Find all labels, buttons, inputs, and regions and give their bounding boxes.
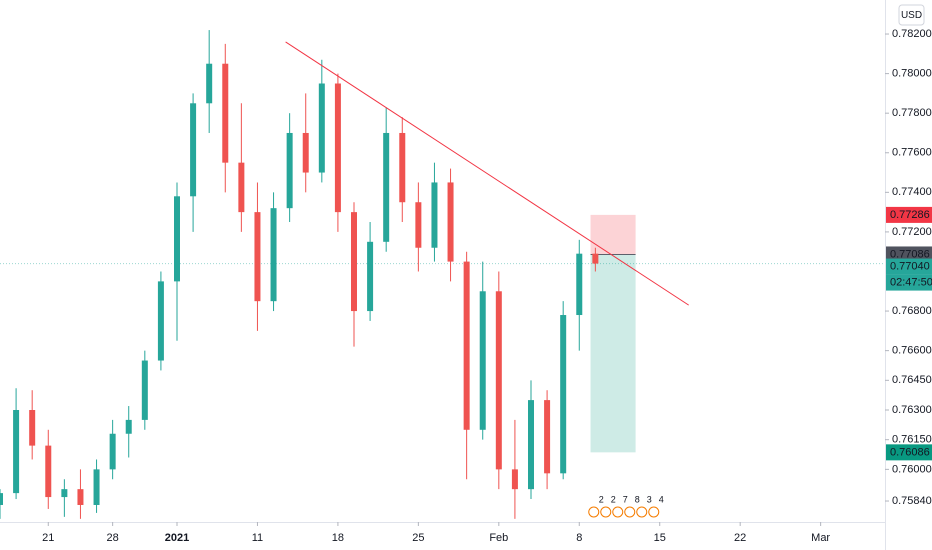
target-label: 0.76086 [890,446,930,458]
candle-body [0,493,3,505]
event-icon [600,506,612,518]
candle-body [13,410,20,494]
x-tick-label: 28 [107,532,119,544]
candle-body [238,162,245,213]
x-tick-label: Feb [489,532,508,544]
y-tick-label: 0.77600 [892,147,932,159]
y-tick-label: 0.77800 [892,107,932,119]
candle-body [334,83,341,213]
stop-zone [590,214,636,255]
candle-body [479,291,486,430]
event-count: 2 [611,494,616,504]
candle-body [560,315,567,474]
y-tick-label: 0.78000 [892,68,932,80]
y-tick-label: 0.76300 [892,404,932,416]
candle-body [254,212,261,302]
candle-body [544,400,551,474]
entry-label: 0.77086 [890,248,930,260]
event-icon [636,506,648,518]
event-count: 3 [647,494,652,504]
x-tick-label: 18 [332,532,344,544]
candle-body [29,410,36,446]
y-tick-label: 0.77200 [892,226,932,238]
candle-body [125,419,132,434]
candle-body [383,132,390,242]
currency: USD [901,10,922,21]
y-tick-label: 0.76000 [892,463,932,475]
x-tick-label: Mar [811,532,830,544]
target-label-bg [886,444,932,461]
stop-label-bg [886,206,932,223]
candle-body [399,132,406,203]
candle-body [302,132,309,173]
y-tick-label: 0.75840 [892,495,932,507]
event-icon [648,506,660,518]
candle-body [367,241,374,312]
x-tick-label: 11 [252,532,263,544]
event-icon [624,506,636,518]
candle-body [495,291,502,470]
entry-label-bg [886,246,932,263]
trendline [285,41,689,306]
candle-body [174,196,180,282]
event-icon [588,506,600,518]
candle-body [447,182,454,262]
x-tick-label: 8 [576,532,582,544]
candle-body [576,253,583,316]
candle-body [93,469,100,505]
candle-body [351,212,357,312]
candle-body [222,63,229,163]
candle-body [286,132,293,209]
currency-box[interactable] [898,4,925,26]
y-tick-label: 0.76600 [892,345,932,357]
last-price-label-bg [886,258,932,275]
event-icon [612,506,624,518]
candle-body [45,445,52,498]
x-tick-label: 21 [42,532,54,544]
y-tick-label: 0.76450 [892,374,932,386]
event-count: 7 [623,494,628,504]
countdown-bg [886,274,932,291]
candle-body [318,83,325,173]
candle-body [415,202,422,248]
target-zone [590,254,636,453]
x-tick-label: 15 [654,532,666,544]
candle-body [109,433,116,470]
y-tick-label: 0.76150 [892,434,932,446]
countdown: 02:47:50 [890,276,932,288]
candle-body [270,208,277,302]
candle-body [511,469,518,490]
x-tick-label: 25 [412,532,424,544]
candle-body [61,489,68,498]
candle-body [463,261,470,430]
candle-body [77,489,84,505]
y-tick-label: 0.77400 [892,186,932,198]
x-tick-label: 22 [734,532,746,544]
x-tick-label: 2021 [165,532,189,544]
event-count: 2 [599,494,604,504]
candle-body [592,253,599,264]
stop-label: 0.77286 [890,209,930,221]
candle-body [190,103,197,197]
event-count: 4 [659,494,664,504]
candle-body [141,360,148,420]
candle-body [431,182,438,248]
candle-body [206,63,213,104]
y-tick-label: 0.78200 [892,28,932,40]
last-price-label: 0.77040 [890,260,930,272]
y-tick-label: 0.76800 [892,305,932,317]
event-count: 8 [635,494,640,504]
candle-body [528,400,534,490]
candle-body [157,281,164,361]
